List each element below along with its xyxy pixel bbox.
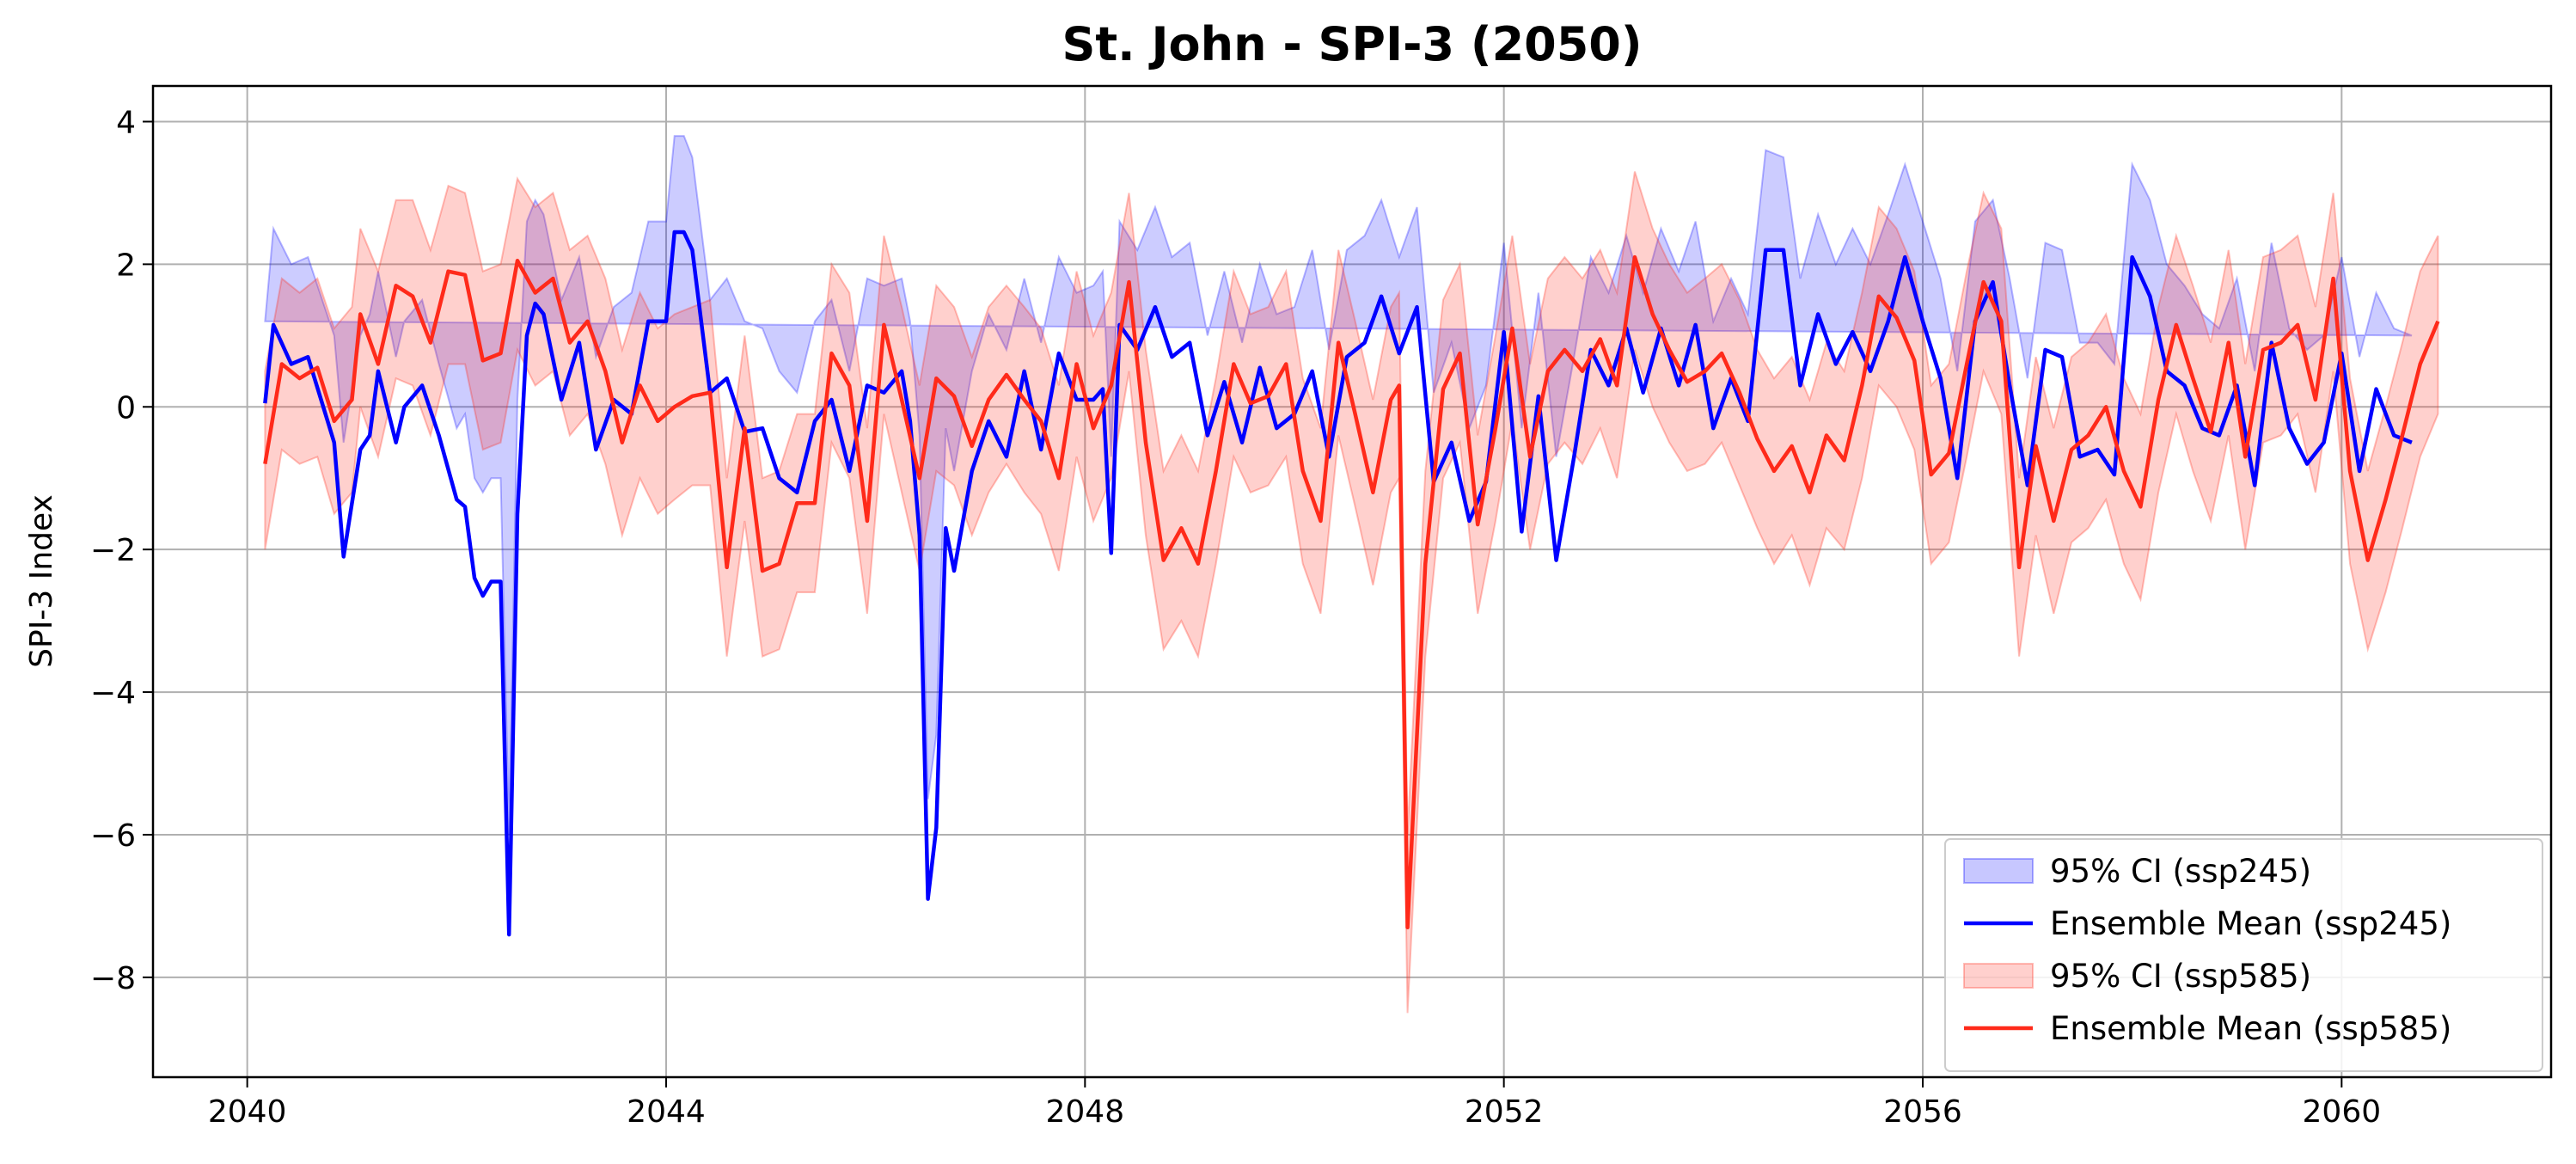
y-tick-label: 0 <box>116 390 136 426</box>
mean-line-series-2 <box>263 254 2440 930</box>
x-tick-label: 2056 <box>1883 1094 1962 1130</box>
x-tick-label: 2052 <box>1465 1094 1544 1130</box>
legend-label: 95% CI (ssp585) <box>2050 958 2311 995</box>
y-axis-label: SPI-3 Index <box>24 494 59 668</box>
legend-swatch-band <box>1963 858 2034 884</box>
legend-entry[interactable]: 95% CI (ssp245) <box>1963 853 2311 890</box>
chart-title: St. John - SPI-3 (2050) <box>1062 17 1642 71</box>
x-tick-label: 2048 <box>1046 1094 1125 1130</box>
legend-label: 95% CI (ssp245) <box>2050 853 2311 890</box>
plot-area-frame <box>151 84 2553 1079</box>
y-tick-label: 2 <box>116 248 136 283</box>
axis-ticks: 2040 2044 2048 2052 2056 2060 4 2 0 −2 −4 −6 −8 <box>90 105 2381 1130</box>
mean-line-series-1 <box>263 230 2413 937</box>
y-tick-label: −4 <box>90 676 136 711</box>
y-tick-label: −2 <box>90 533 136 568</box>
legend[interactable]: 95% CI (ssp245) Ensemble Mean (ssp245) 95%… <box>1944 838 2543 1072</box>
legend-entry[interactable]: Ensemble Mean (ssp585) <box>1964 1010 2451 1047</box>
legend-label: Ensemble Mean (ssp245) <box>2050 905 2451 942</box>
grid <box>153 86 2551 1077</box>
y-tick-label: −6 <box>90 818 136 854</box>
ci-band-series-2 <box>264 171 2439 1014</box>
legend-entry[interactable]: 95% CI (ssp585) <box>1963 958 2311 995</box>
y-tick-label: 4 <box>116 105 136 140</box>
ensemble-lines <box>263 230 2440 937</box>
x-tick-label: 2060 <box>2303 1094 2382 1130</box>
legend-swatch-band <box>1963 963 2034 989</box>
legend-box <box>1944 838 2543 1072</box>
y-tick-label: −8 <box>90 961 136 996</box>
x-tick-label: 2040 <box>208 1094 287 1130</box>
x-tick-label: 2044 <box>627 1094 706 1130</box>
legend-label: Ensemble Mean (ssp585) <box>2050 1010 2451 1047</box>
legend-entry[interactable]: Ensemble Mean (ssp245) <box>1964 905 2451 942</box>
